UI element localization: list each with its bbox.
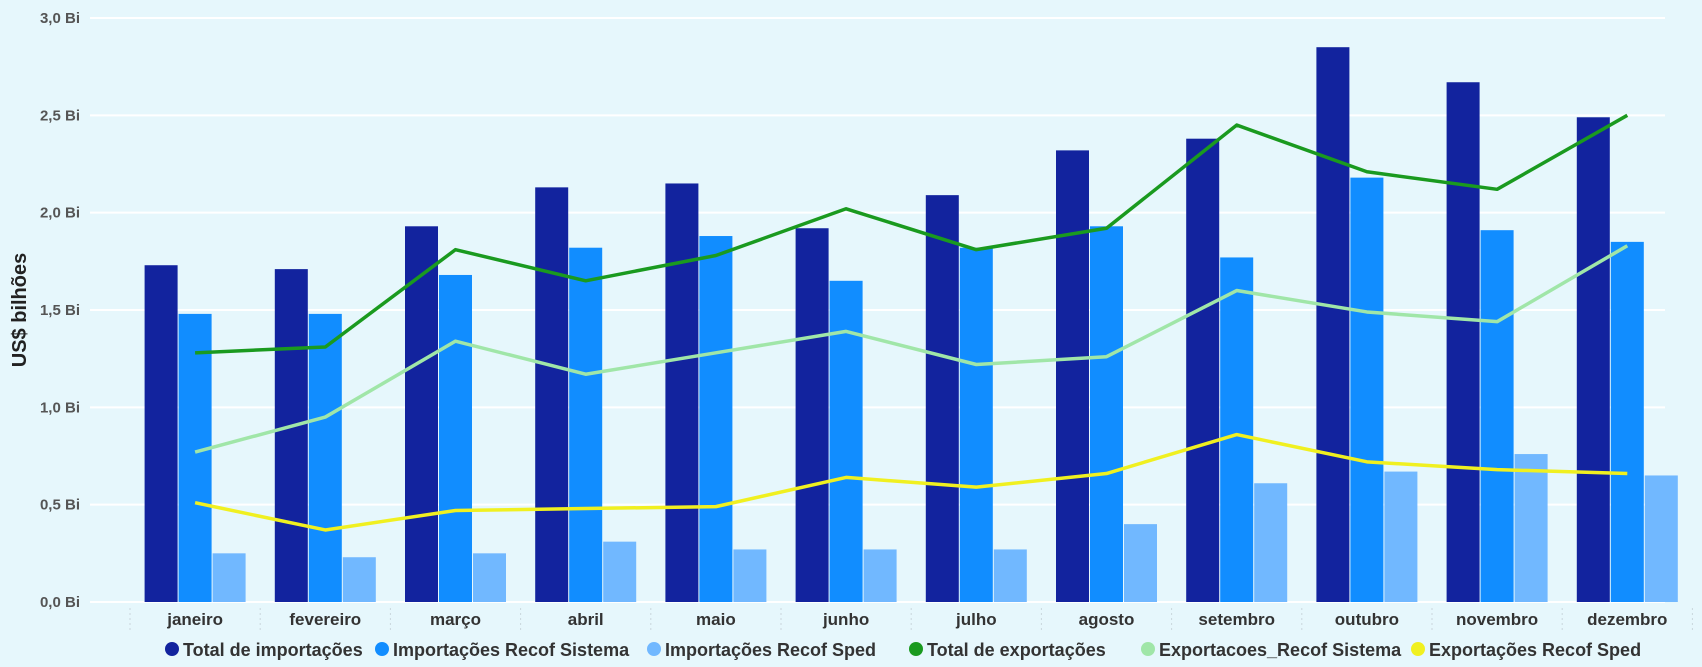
bar — [178, 313, 212, 602]
lines — [194, 113, 1629, 532]
series-line — [195, 113, 1629, 355]
bar — [1644, 475, 1678, 602]
legend-label: Exportacoes_Recof Sistema — [1159, 640, 1402, 660]
bar — [1254, 483, 1288, 602]
bar — [308, 313, 342, 602]
x-tick-label: novembro — [1456, 610, 1538, 629]
bar — [603, 541, 637, 602]
category-separators — [129, 608, 1693, 632]
bar — [1350, 177, 1384, 603]
x-tick-label: março — [430, 610, 481, 629]
x-tick-label: junho — [822, 610, 869, 629]
bars — [144, 47, 1678, 603]
x-tick-label: maio — [696, 610, 736, 629]
y-tick-label: 0,0 Bi — [40, 594, 80, 611]
legend-marker — [909, 642, 923, 656]
x-tick-label: janeiro — [166, 610, 223, 629]
bar — [1186, 138, 1220, 602]
bar — [1576, 117, 1610, 602]
bar — [473, 553, 506, 602]
bar — [212, 553, 246, 602]
bar — [1480, 230, 1514, 603]
bar — [699, 236, 733, 602]
bar — [993, 549, 1027, 602]
legend-marker — [165, 642, 179, 656]
bar — [535, 187, 569, 603]
gridlines — [90, 17, 1665, 603]
x-tick-label: abril — [568, 610, 604, 629]
bar — [959, 247, 993, 602]
x-tick-label: outubro — [1335, 610, 1399, 629]
legend-marker — [1141, 642, 1155, 656]
legend-marker — [375, 642, 389, 656]
x-tick-label: fevereiro — [289, 610, 361, 629]
series-line — [194, 432, 1628, 532]
legend-label: Exportações Recof Sped — [1429, 640, 1641, 660]
y-axis-title: US$ bilhões — [9, 253, 31, 367]
bar — [665, 183, 699, 602]
bar — [342, 557, 376, 602]
y-tick-label: 1,0 Bi — [40, 399, 80, 416]
legend-label: Total de exportações — [927, 640, 1106, 660]
bar — [1446, 82, 1480, 603]
x-tick-label: julho — [955, 610, 997, 629]
bar — [405, 226, 438, 602]
bar — [569, 247, 603, 602]
legend-label: Importações Recof Sistema — [393, 640, 630, 660]
y-tick-label: 3,0 Bi — [40, 10, 80, 27]
bar — [1610, 241, 1644, 602]
bar — [1220, 257, 1254, 602]
legend-marker — [1411, 642, 1425, 656]
bar — [1056, 150, 1089, 602]
legend: Total de importações Importações Recof Si… — [165, 640, 1641, 660]
series-line — [194, 244, 1629, 454]
bar — [1316, 47, 1350, 602]
y-tick-label: 2,5 Bi — [40, 107, 80, 124]
bar — [144, 265, 178, 602]
bar — [1090, 226, 1123, 602]
y-tick-label: 1,5 Bi — [40, 302, 80, 319]
bar — [795, 228, 829, 603]
legend-label: Total de importações — [183, 640, 363, 660]
legend-label: Importações Recof Sped — [665, 640, 876, 660]
bar — [1384, 471, 1418, 602]
bar — [274, 269, 308, 602]
bar — [829, 280, 863, 602]
x-axis-ticks: janeiro fevereiro março abril maio junho julho… — [166, 610, 1667, 629]
bar — [1514, 454, 1548, 602]
x-tick-label: setembro — [1198, 610, 1275, 629]
bar — [925, 195, 959, 602]
bar — [1124, 524, 1157, 602]
y-axis-ticks: 0,0 Bi 0,5 Bi 1,0 Bi 1,5 Bi 2,0 Bi 2,5 Bi 3,0 … — [40, 10, 80, 611]
legend-marker — [647, 642, 661, 656]
bar — [863, 549, 897, 602]
y-tick-label: 2,0 Bi — [40, 205, 80, 222]
x-tick-label: dezembro — [1587, 610, 1667, 629]
x-tick-label: agosto — [1079, 610, 1135, 629]
y-tick-label: 0,5 Bi — [40, 497, 80, 514]
bar — [733, 549, 767, 602]
bar — [439, 274, 472, 602]
